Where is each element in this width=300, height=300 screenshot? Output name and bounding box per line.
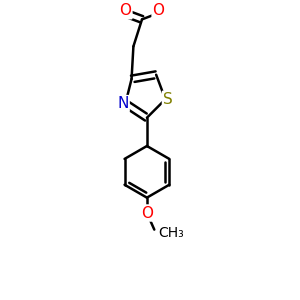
Text: S: S <box>163 92 173 107</box>
Text: O: O <box>153 3 165 18</box>
Text: N: N <box>117 96 129 111</box>
Text: O: O <box>141 206 153 220</box>
Text: CH₃: CH₃ <box>159 226 184 240</box>
Text: O: O <box>119 3 131 18</box>
